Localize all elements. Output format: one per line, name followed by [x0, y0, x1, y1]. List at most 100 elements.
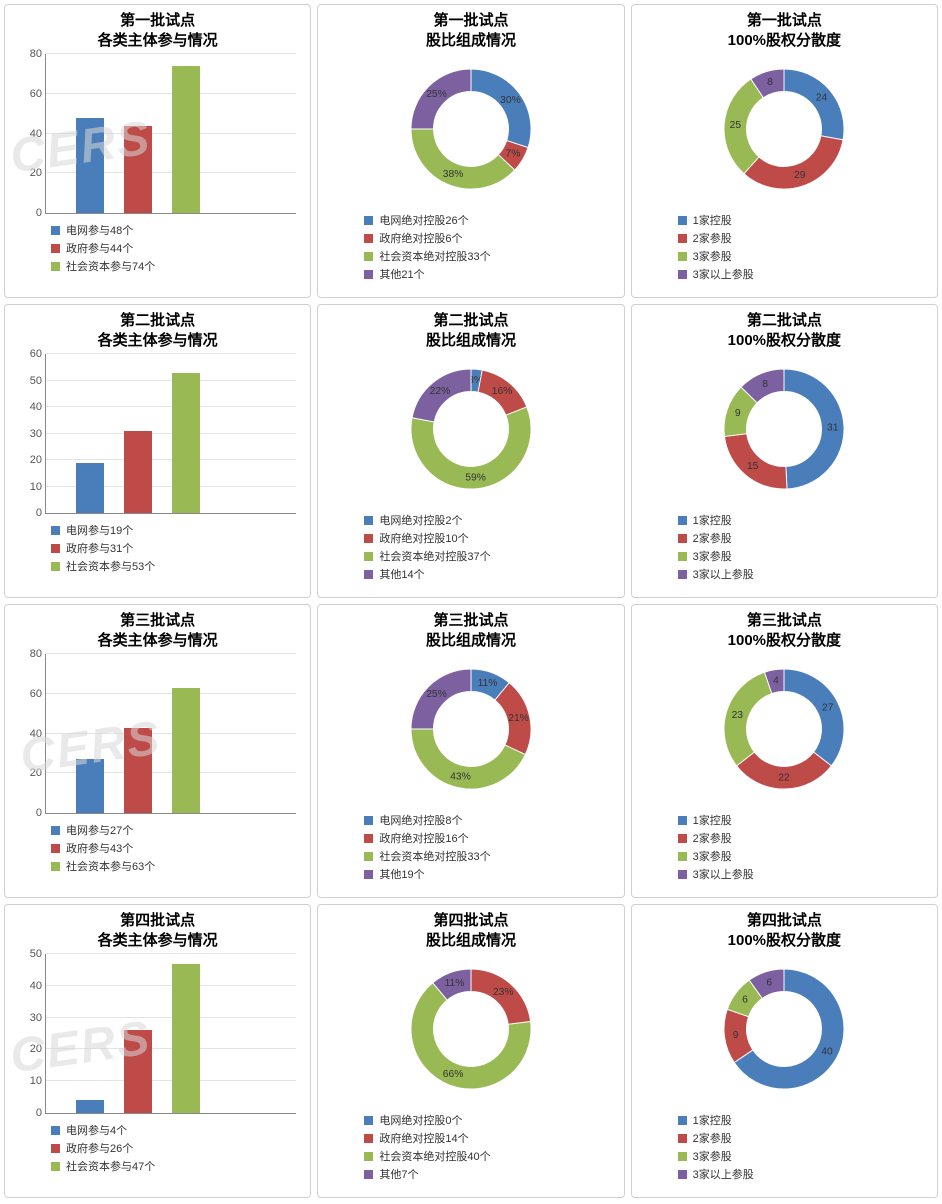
legend-item: 电网参与27个: [51, 822, 304, 838]
legend-item: 政府参与44个: [51, 240, 304, 256]
y-tick-label: 20: [16, 767, 42, 779]
legend-label: 社会资本参与63个: [66, 858, 155, 874]
legend-item: 其他14个: [364, 566, 617, 582]
y-tick-label: 30: [16, 428, 42, 440]
bar-plot-area: 0102030405060: [45, 354, 296, 514]
legend-swatch: [51, 1126, 60, 1135]
legend-label: 社会资本绝对控股33个: [379, 848, 490, 864]
legend: 电网参与27个政府参与43个社会资本参与63个: [51, 822, 304, 874]
legend-swatch: [678, 570, 687, 579]
slice-label: 4: [773, 676, 779, 687]
legend-label: 1家控股: [693, 1112, 732, 1128]
bar-chart-panel: 第四批试点 各类主体参与情况01020304050电网参与4个政府参与26个社会…: [4, 904, 311, 1198]
legend-swatch: [678, 552, 687, 561]
y-tick-label: 10: [16, 481, 42, 493]
legend-label: 政府绝对控股10个: [379, 530, 468, 546]
legend-label: 社会资本参与53个: [66, 558, 155, 574]
legend: 电网参与48个政府参与44个社会资本参与74个: [51, 222, 304, 274]
donut-slice: [744, 136, 843, 189]
legend-label: 3家参股: [693, 848, 732, 864]
legend-item: 2家参股: [678, 830, 931, 846]
legend: 1家控股2家参股3家参股3家以上参股: [678, 812, 931, 882]
legend-item: 社会资本绝对控股33个: [364, 848, 617, 864]
slice-label: 16%: [492, 386, 513, 397]
donut-svg: 30%7%38%25%: [396, 54, 546, 204]
legend-item: 电网绝对控股8个: [364, 812, 617, 828]
legend: 电网绝对控股26个政府绝对控股6个社会资本绝对控股33个其他21个: [364, 212, 617, 282]
legend-swatch: [678, 1152, 687, 1161]
legend-item: 电网绝对控股26个: [364, 212, 617, 228]
legend-label: 3家参股: [693, 548, 732, 564]
legend-item: 社会资本参与63个: [51, 858, 304, 874]
donut-plot-area: 30%7%38%25%: [324, 54, 617, 204]
bar: [124, 126, 152, 213]
slice-label: 9: [735, 408, 741, 419]
legend-swatch: [51, 826, 60, 835]
legend-swatch: [364, 870, 373, 879]
legend-item: 电网参与4个: [51, 1122, 304, 1138]
y-tick-label: 80: [16, 48, 42, 60]
bar: [172, 373, 200, 513]
slice-label: 21%: [508, 713, 529, 724]
legend-item: 电网参与19个: [51, 522, 304, 538]
donut-chart-panel: 第一批试点 股比组成情况 30%7%38%25% 电网绝对控股26个政府绝对控股6个…: [317, 4, 624, 298]
legend-item: 社会资本绝对控股40个: [364, 1148, 617, 1164]
slice-label: 11%: [478, 678, 498, 689]
legend-label: 电网参与48个: [66, 222, 133, 238]
panel-title: 第一批试点 股比组成情况: [324, 11, 617, 50]
legend-item: 社会资本绝对控股33个: [364, 248, 617, 264]
legend: 电网参与19个政府参与31个社会资本参与53个: [51, 522, 304, 574]
donut-chart-panel: 第三批试点 100%股权分散度27222341家控股2家参股3家参股3家以上参股: [631, 604, 938, 898]
legend-swatch: [678, 516, 687, 525]
legend-item: 2家参股: [678, 230, 931, 246]
legend-swatch: [364, 270, 373, 279]
bar-chart-panel: 第三批试点 各类主体参与情况020406080电网参与27个政府参与43个社会资…: [4, 604, 311, 898]
legend-label: 政府参与31个: [66, 540, 133, 556]
panel-title: 第四批试点 各类主体参与情况: [11, 911, 304, 950]
legend-label: 政府绝对控股16个: [379, 830, 468, 846]
legend-label: 社会资本绝对控股37个: [379, 548, 490, 564]
donut-svg: 3%16%59%22%: [396, 354, 546, 504]
y-tick-label: 30: [16, 1012, 42, 1024]
legend-swatch: [678, 216, 687, 225]
legend-item: 政府参与31个: [51, 540, 304, 556]
bar-plot-area: 020406080: [45, 54, 296, 214]
donut-slice: [784, 669, 844, 766]
legend-swatch: [51, 526, 60, 535]
legend: 电网绝对控股0个政府绝对控股14个社会资本绝对控股40个其他7个: [364, 1112, 617, 1182]
y-tick-label: 50: [16, 948, 42, 960]
panel-title: 第一批试点 100%股权分散度: [638, 11, 931, 50]
y-tick-label: 60: [16, 688, 42, 700]
legend-item: 社会资本参与47个: [51, 1158, 304, 1174]
legend-item: 政府绝对控股6个: [364, 230, 617, 246]
legend-swatch: [51, 562, 60, 571]
legend-swatch: [364, 252, 373, 261]
bar: [124, 1030, 152, 1113]
legend-swatch: [51, 1162, 60, 1171]
legend-swatch: [364, 816, 373, 825]
legend-label: 政府参与44个: [66, 240, 133, 256]
slice-label: 31: [827, 423, 839, 434]
y-tick-label: 60: [16, 88, 42, 100]
slice-label: 8: [763, 379, 769, 390]
slice-label: 23: [732, 710, 744, 721]
slice-label: 66%: [443, 1069, 464, 1080]
donut-svg: 40966: [709, 954, 859, 1104]
y-tick-label: 40: [16, 980, 42, 992]
legend-item: 1家控股: [678, 1112, 931, 1128]
donut-svg: 2429258: [709, 54, 859, 204]
legend-swatch: [364, 852, 373, 861]
legend-swatch: [364, 1116, 373, 1125]
legend-item: 3家参股: [678, 848, 931, 864]
legend-label: 1家控股: [693, 512, 732, 528]
legend-swatch: [678, 816, 687, 825]
donut-chart-panel: 第二批试点 100%股权分散度3115981家控股2家参股3家参股3家以上参股: [631, 304, 938, 598]
slice-label: 22%: [430, 386, 451, 397]
slice-label: 15: [747, 461, 759, 472]
donut-chart-panel: 第三批试点 股比组成情况11%21%43%25%电网绝对控股8个政府绝对控股16…: [317, 604, 624, 898]
legend-item: 其他19个: [364, 866, 617, 882]
legend-label: 3家以上参股: [693, 566, 754, 582]
legend-label: 3家以上参股: [693, 1166, 754, 1182]
legend-label: 其他7个: [379, 1166, 418, 1182]
slice-label: 7%: [506, 149, 521, 160]
